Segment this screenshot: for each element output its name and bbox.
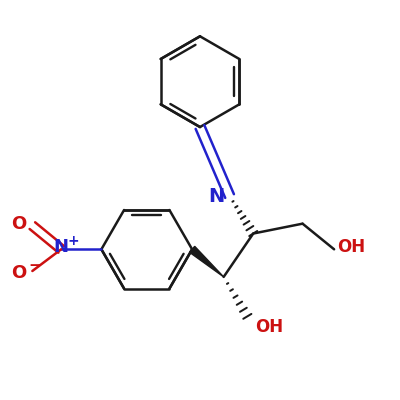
Text: OH: OH bbox=[255, 318, 283, 336]
Text: +: + bbox=[68, 234, 80, 248]
Text: N: N bbox=[54, 238, 69, 256]
Text: O: O bbox=[11, 215, 26, 233]
Text: N: N bbox=[209, 186, 225, 206]
Text: O: O bbox=[11, 264, 26, 282]
Text: OH: OH bbox=[337, 238, 365, 256]
Polygon shape bbox=[190, 246, 224, 277]
Text: −: − bbox=[28, 258, 41, 272]
